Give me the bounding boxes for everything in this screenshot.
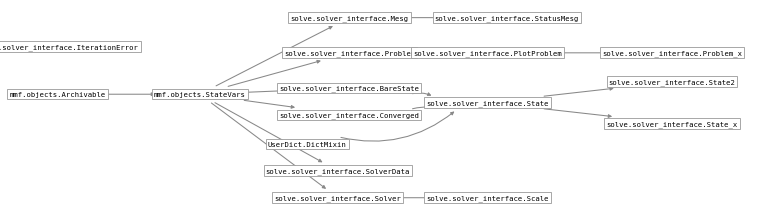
Text: solve.solver_interface.Solver: solve.solver_interface.Solver	[274, 194, 402, 201]
Text: solve.solver_interface.Converged: solve.solver_interface.Converged	[280, 112, 419, 119]
Text: solve.solver_interface.Scale: solve.solver_interface.Scale	[426, 194, 549, 201]
Text: solve.solver_interface.State2: solve.solver_interface.State2	[608, 79, 736, 86]
Text: solve.solver_interface.Problem_x: solve.solver_interface.Problem_x	[602, 50, 742, 57]
Text: solve.solver_interface.State_x: solve.solver_interface.State_x	[607, 120, 737, 127]
Text: mmf.objects.Archivable: mmf.objects.Archivable	[9, 92, 106, 98]
Text: UserDict.DictMixin: UserDict.DictMixin	[268, 141, 346, 147]
Text: solve.solver_interface.Problem: solve.solver_interface.Problem	[284, 50, 415, 57]
Text: solve.solver_interface.State: solve.solver_interface.State	[426, 100, 549, 106]
Text: solve.solver_interface.Mesg: solve.solver_interface.Mesg	[290, 15, 409, 22]
Text: solve.solver_interface.StatusMesg: solve.solver_interface.StatusMesg	[435, 15, 579, 22]
Text: solve.solver_interface.PlotProblem: solve.solver_interface.PlotProblem	[413, 50, 562, 57]
Text: mmf.objects.StateVars: mmf.objects.StateVars	[154, 92, 246, 98]
Text: solve.solver_interface.SolverData: solve.solver_interface.SolverData	[266, 168, 410, 174]
Text: solve.solver_interface.IterationError: solve.solver_interface.IterationError	[0, 44, 138, 51]
Text: solve.solver_interface.BareState: solve.solver_interface.BareState	[280, 85, 419, 92]
